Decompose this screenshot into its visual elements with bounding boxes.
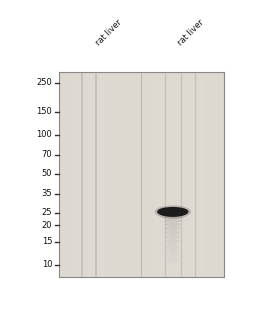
Ellipse shape (167, 244, 179, 250)
Text: 10: 10 (42, 260, 52, 269)
Text: 35: 35 (41, 189, 52, 198)
Ellipse shape (165, 230, 180, 235)
Text: rat liver: rat liver (176, 18, 206, 48)
Text: 100: 100 (36, 130, 52, 139)
Text: 250: 250 (36, 78, 52, 87)
Ellipse shape (165, 223, 181, 226)
Text: 50: 50 (42, 169, 52, 178)
Text: 15: 15 (42, 237, 52, 246)
Ellipse shape (166, 239, 179, 244)
Ellipse shape (164, 219, 181, 223)
Text: 70: 70 (41, 150, 52, 159)
Ellipse shape (155, 205, 191, 219)
Text: 20: 20 (42, 221, 52, 230)
Ellipse shape (157, 207, 188, 217)
Ellipse shape (164, 216, 182, 219)
Ellipse shape (166, 234, 180, 239)
Text: 150: 150 (36, 107, 52, 116)
Ellipse shape (165, 226, 181, 231)
Text: 25: 25 (42, 208, 52, 217)
Text: rat liver: rat liver (94, 18, 123, 48)
